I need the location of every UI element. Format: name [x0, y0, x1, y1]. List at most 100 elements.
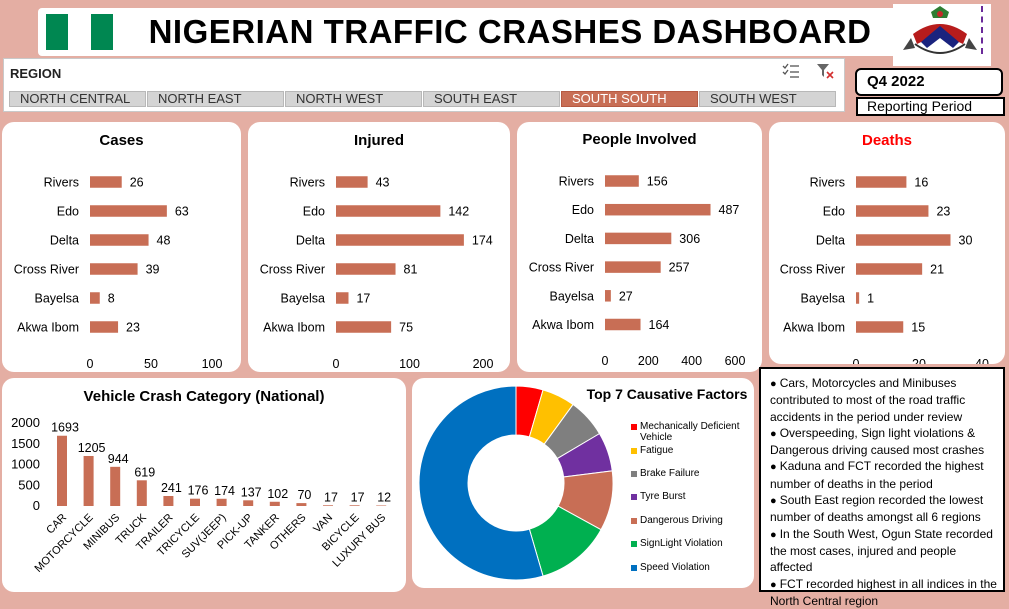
data-label: 257 [669, 261, 690, 275]
category-label: Cross River [14, 263, 79, 277]
data-label: 1693 [51, 421, 79, 435]
legend-label: Fatigue [640, 445, 673, 456]
chart-title: Cases [2, 132, 241, 149]
category-label: Edo [57, 205, 79, 219]
legend-item: Mechanically Deficient Vehicle [631, 421, 751, 443]
legend-label: Dangerous Driving [640, 515, 723, 526]
bar [336, 263, 396, 275]
category-label: Akwa Ibom [783, 321, 845, 335]
tick-label: 0 [87, 357, 94, 371]
bar [856, 321, 903, 333]
data-label: 43 [376, 176, 390, 190]
category-label: Rivers [44, 176, 79, 190]
tick-label: 100 [202, 357, 223, 371]
data-label: 174 [214, 484, 235, 498]
tick-label: 2000 [11, 415, 40, 430]
region-south-south-button[interactable]: SOUTH SOUTH [561, 91, 698, 107]
tick-label: 500 [18, 477, 40, 492]
legend-item: Brake Failure [631, 468, 749, 479]
tick-label: 1000 [11, 457, 40, 472]
bar [90, 176, 122, 188]
selection-edge [981, 6, 983, 54]
bar [605, 175, 639, 187]
legend-item: Fatigue [631, 445, 749, 456]
insight-item: Overspeeding, Sign light violations & Da… [770, 425, 997, 459]
legend-label: SignLight Violation [640, 538, 723, 549]
data-label: 142 [448, 205, 469, 219]
category-label: Edo [303, 205, 325, 219]
slicer-title: REGION [10, 66, 61, 81]
insight-item: South East region recorded the lowest nu… [770, 492, 997, 526]
bar [350, 505, 360, 506]
category-label: Bayelsa [801, 292, 846, 306]
data-label: 27 [619, 289, 633, 303]
causative-factors-card: Top 7 Causative Factors [412, 378, 754, 588]
bar [605, 261, 661, 273]
category-label: Bayelsa [550, 289, 595, 303]
multi-select-icon[interactable] [782, 63, 800, 84]
tick-label: 40 [975, 357, 989, 364]
bar [270, 502, 280, 506]
bar [243, 500, 253, 506]
bar [323, 505, 333, 506]
category-label: Akwa Ibom [17, 321, 79, 335]
legend-label: Speed Violation [640, 562, 710, 573]
data-label: 12 [377, 491, 391, 505]
bar [336, 321, 391, 333]
tick-label: 600 [725, 354, 746, 368]
category-label: Cross River [260, 263, 325, 277]
bar [856, 205, 928, 217]
category-label: Bayelsa [35, 292, 80, 306]
legend-item: Tyre Burst [631, 491, 749, 502]
data-label: 619 [134, 465, 155, 479]
bar [90, 205, 167, 217]
region-north-central-button[interactable]: NORTH CENTRAL [9, 91, 146, 107]
legend-swatch [631, 518, 637, 524]
data-label: 17 [351, 490, 365, 504]
data-label: 137 [241, 485, 262, 499]
clear-filter-icon[interactable] [816, 63, 834, 84]
bar [90, 292, 100, 304]
insights-panel: Cars, Motorcycles and Minibuses contribu… [759, 367, 1005, 592]
bar [163, 496, 173, 506]
bar [336, 234, 464, 246]
tick-label: 200 [638, 354, 659, 368]
tick-label: 20 [912, 357, 926, 364]
data-label: 241 [161, 481, 182, 495]
region-north-west-button[interactable]: NORTH WEST [285, 91, 422, 107]
data-label: 8 [108, 292, 115, 306]
data-label: 16 [914, 176, 928, 190]
reporting-period-label: Reporting Period [856, 97, 1005, 116]
region-south-west-button[interactable]: SOUTH WEST [699, 91, 836, 107]
tick-label: 0 [333, 357, 340, 371]
tick-label: 200 [473, 357, 494, 371]
region-slicer: REGION NORTH CENTRAL NORTH EAST NORTH WE… [3, 58, 845, 112]
region-north-east-button[interactable]: NORTH EAST [147, 91, 284, 107]
data-label: 23 [126, 321, 140, 335]
data-label: 70 [297, 488, 311, 502]
tick-label: 0 [33, 498, 40, 513]
chart-title: Vehicle Crash Category (National) [2, 388, 406, 405]
bar [84, 456, 94, 506]
bar [217, 499, 227, 506]
insight-item: In the South West, Ogun State recorded t… [770, 526, 997, 576]
data-label: 81 [404, 263, 418, 277]
bar [336, 292, 348, 304]
insight-item: FCT recorded highest in all indices in t… [770, 576, 997, 609]
category-label: Rivers [810, 176, 845, 190]
data-label: 30 [959, 234, 973, 248]
data-label: 1205 [78, 441, 106, 455]
data-label: 102 [267, 487, 288, 501]
category-label: Cross River [529, 261, 594, 275]
category-label: Delta [296, 234, 325, 248]
tick-label: 50 [144, 357, 158, 371]
region-south-east-button[interactable]: SOUTH EAST [423, 91, 560, 107]
data-label: 1 [867, 292, 874, 306]
legend-item: Dangerous Driving [631, 515, 749, 526]
